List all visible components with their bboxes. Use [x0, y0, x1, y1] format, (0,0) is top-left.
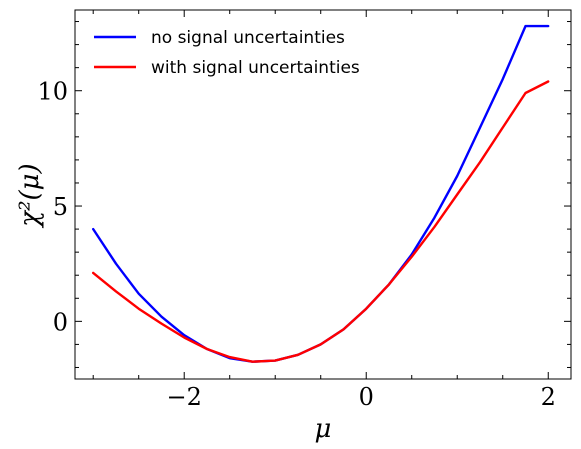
y-axis-title: χ²(μ): [15, 163, 45, 228]
x-tick-label: 2: [541, 383, 556, 411]
series-lines: [91, 24, 550, 363]
y-tick-label: 5: [53, 193, 68, 221]
series-line-with-signal-uncertainties: [91, 80, 550, 363]
x-tick-label: 0: [359, 383, 374, 411]
y-tick-label: 10: [37, 78, 68, 106]
ticks: [75, 10, 571, 379]
y-tick-label: 0: [53, 308, 68, 336]
legend-label: with signal uncertainties: [151, 58, 360, 78]
tick-labels: −2 0 2 0 5 10: [37, 78, 555, 411]
x-tick-label: −2: [167, 383, 202, 411]
x-axis-title: μ: [315, 414, 332, 444]
plot-frame: [74, 9, 572, 380]
legend: no signal uncertainties with signal uncer…: [94, 28, 360, 78]
legend-label: no signal uncertainties: [151, 28, 345, 48]
